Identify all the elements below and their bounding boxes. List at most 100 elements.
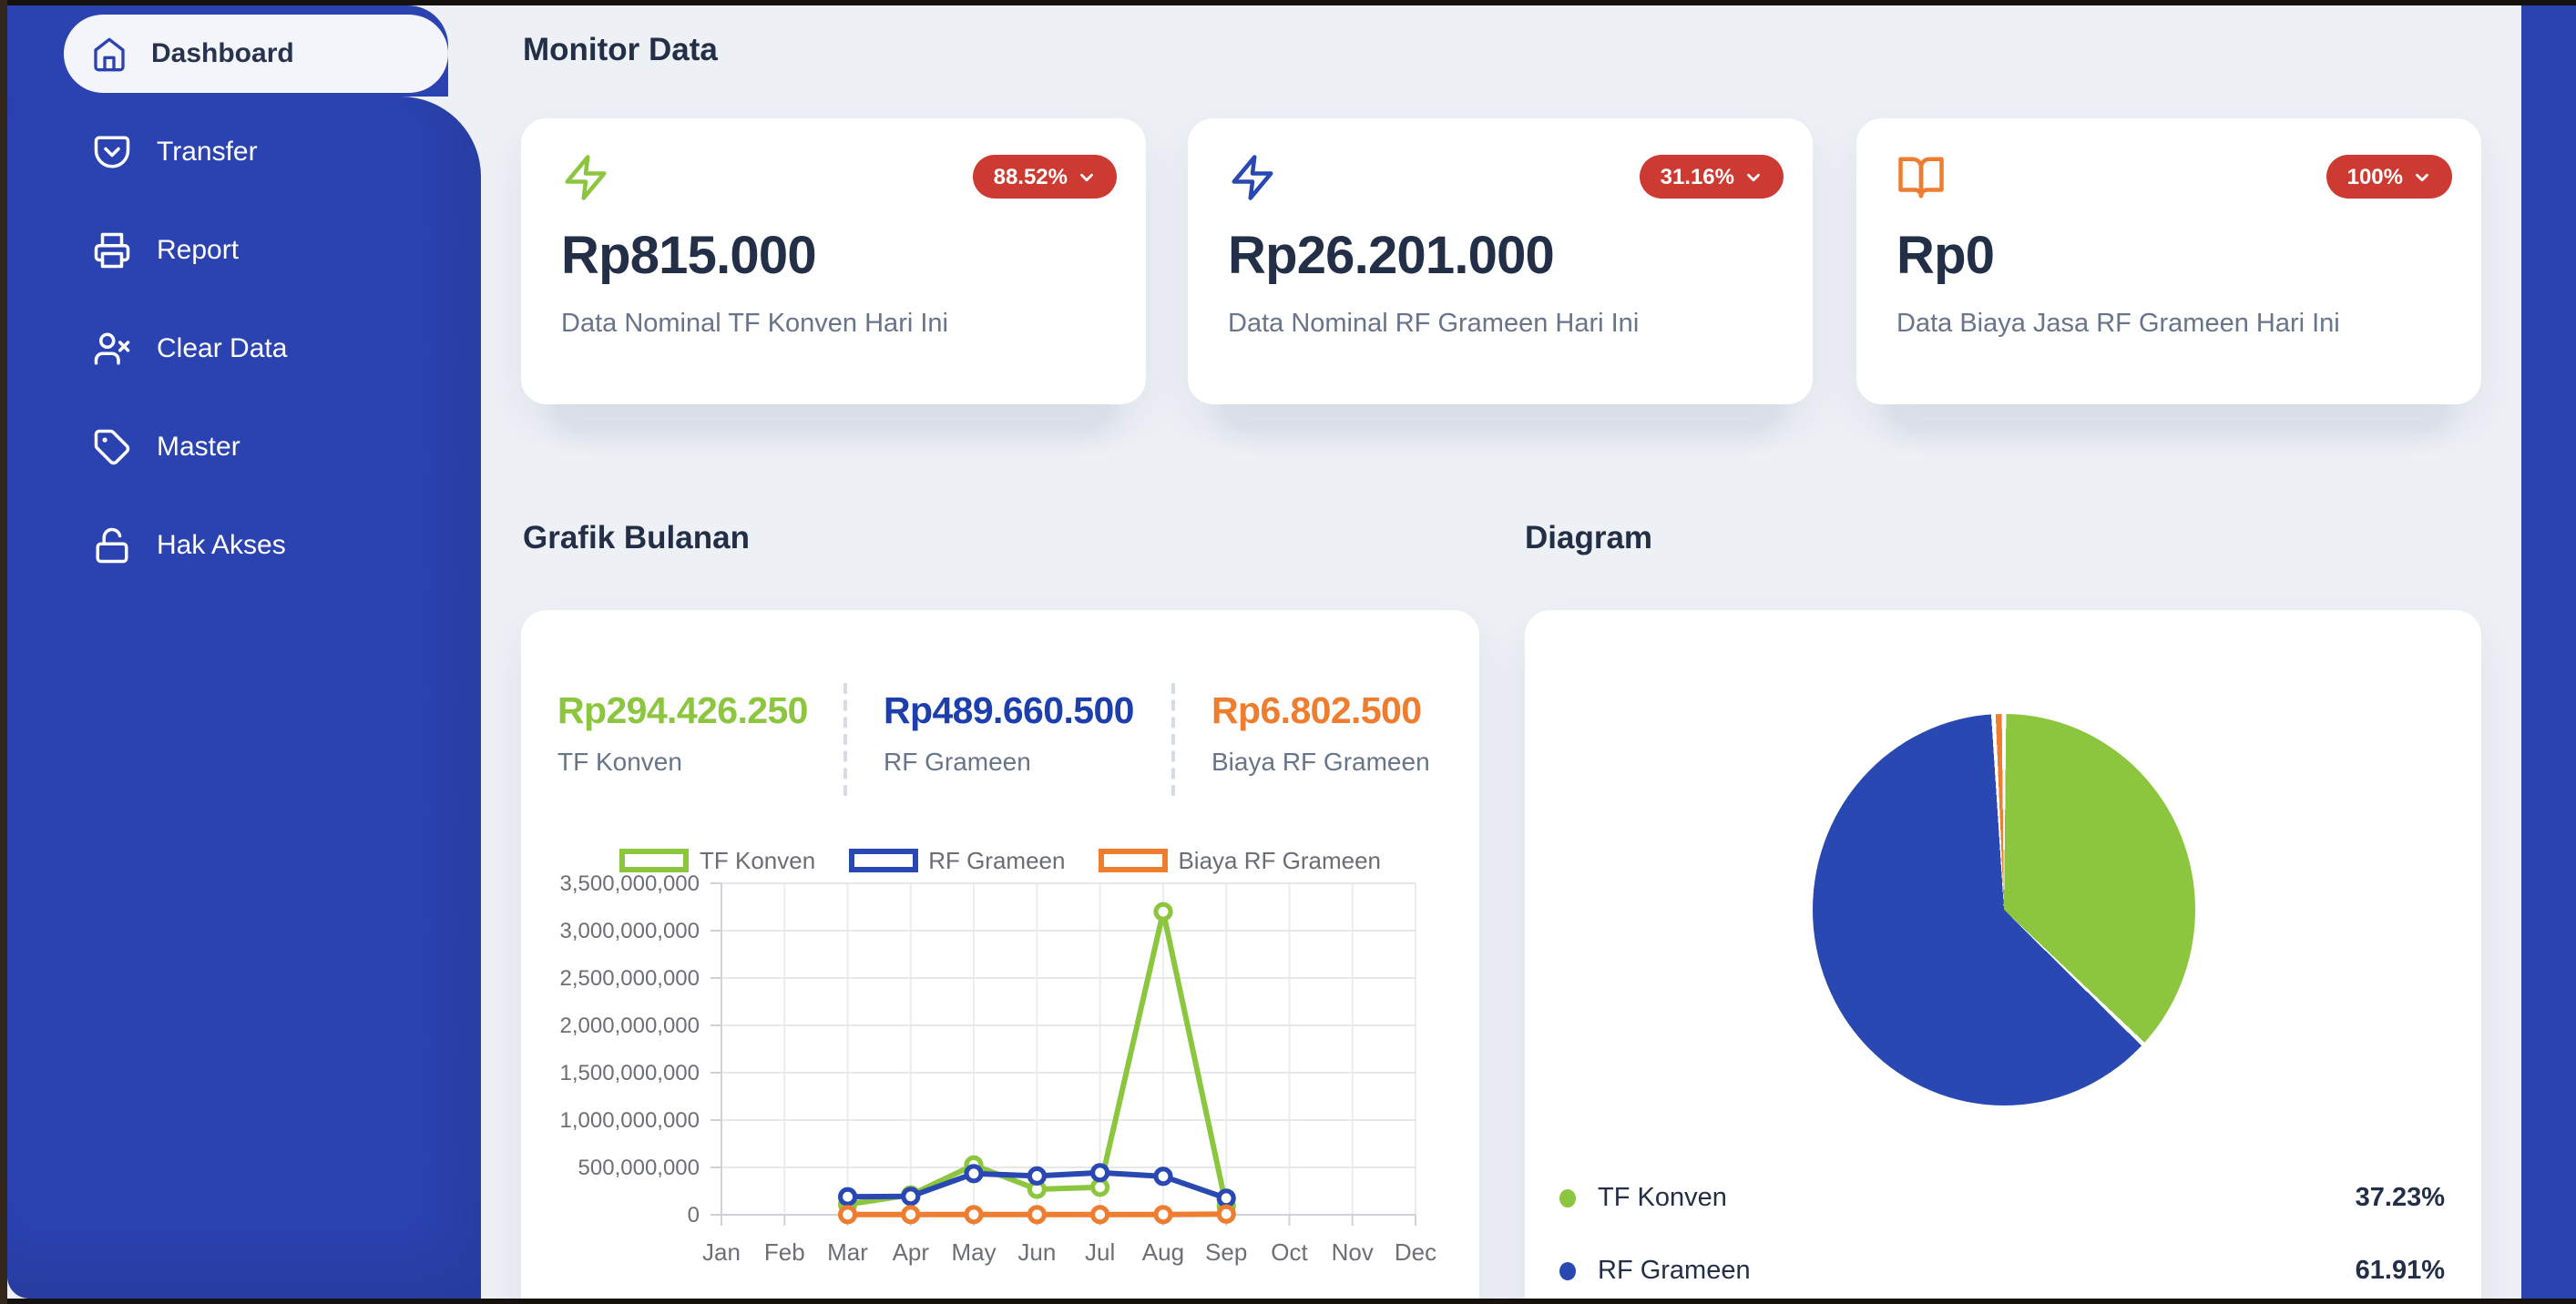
legend-label: RF Grameen [1598,1257,1751,1286]
stat-value: Rp294.426.250 [557,690,808,732]
window-bottom-edge [0,1299,2576,1304]
svg-text:0: 0 [688,1203,700,1228]
pie-chart [1813,714,2195,1105]
svg-text:May: May [952,1238,997,1266]
legend-swatch [619,849,689,872]
chevron-down-icon [1077,167,1097,187]
svg-text:500,000,000: 500,000,000 [578,1156,700,1180]
svg-text:Sep: Sep [1205,1238,1247,1266]
stat-tf-konven: Rp294.426.250 TF Konven [557,690,808,776]
window-left-edge [0,0,7,1304]
svg-text:Nov: Nov [1332,1238,1374,1266]
chevron-down-icon [1743,167,1763,187]
right-blue-band [2521,0,2576,1304]
sidebar-item-hak-akses[interactable]: Hak Akses [7,508,481,581]
svg-text:Oct: Oct [1271,1238,1308,1266]
svg-text:3,000,000,000: 3,000,000,000 [560,919,700,943]
sidebar-item-transfer[interactable]: Transfer [7,115,481,188]
book-open-icon [1896,153,1946,202]
card-value: Rp26.201.000 [1228,228,1555,286]
legend-item-tf-konven[interactable]: TF Konven [619,847,815,874]
svg-text:Feb: Feb [764,1238,805,1266]
svg-text:Apr: Apr [893,1238,930,1266]
percent-badge-dropdown[interactable]: 31.16% [1640,155,1784,199]
legend-percent: 37.23% [2355,1184,2445,1213]
sidebar-item-label: Report [157,234,240,265]
svg-text:2,000,000,000: 2,000,000,000 [560,1014,700,1038]
svg-text:2,500,000,000: 2,500,000,000 [560,966,700,991]
section-title-grafik-bulanan: Grafik Bulanan [523,519,750,555]
sidebar-item-master[interactable]: Master [7,410,481,483]
sidebar-item-report[interactable]: Report [7,213,481,286]
legend-label: TF Konven [1598,1184,1727,1213]
sidebar-item-clear-data[interactable]: Clear Data [7,311,481,384]
legend-item-biaya-rf-grameen[interactable]: Biaya RF Grameen [1098,847,1381,874]
card-value: Rp0 [1896,228,1995,286]
sidebar [7,97,481,1299]
sidebar-item-label: Master [157,431,240,462]
stat-value: Rp6.802.500 [1211,690,1422,732]
stat-value: Rp489.660.500 [884,690,1134,732]
monitor-card-tf-konven: 88.52% Rp815.000 Data Nominal TF Konven … [521,118,1146,404]
monthly-chart-card: Rp294.426.250 TF Konven Rp489.660.500 RF… [521,610,1479,1304]
legend-dot [1559,1262,1576,1280]
page-title: Monitor Data [523,31,718,67]
stat-label: Biaya RF Grameen [1211,747,1430,776]
svg-text:Jul: Jul [1085,1238,1115,1266]
zap-icon [561,153,610,202]
percent-badge-dropdown[interactable]: 100% [2326,155,2452,199]
tag-icon [93,427,131,465]
sidebar-item-label: Dashboard [151,38,294,69]
chevron-down-icon [2412,167,2432,187]
lock-open-icon [93,525,131,564]
divider [843,683,847,796]
legend-label: TF Konven [700,847,816,874]
svg-text:Dec: Dec [1395,1238,1436,1266]
user-x-icon [93,329,131,367]
home-icon [91,36,128,72]
legend-label: RF Grameen [928,847,1066,874]
legend-label: Biaya RF Grameen [1178,847,1381,874]
card-label: Data Nominal TF Konven Hari Ini [561,310,948,339]
chart-legend: TF Konven RF Grameen Biaya RF Grameen [521,847,1479,874]
svg-text:1,000,000,000: 1,000,000,000 [560,1108,700,1133]
printer-icon [93,230,131,269]
badge-value: 100% [2346,164,2403,189]
monthly-line-chart: Jan Feb Mar Apr May Jun Jul Aug Sep Oct Nov Dec 0 500… [560,871,1437,1266]
pie-legend-row-tf-konven: TF Konven 37.23% [1559,1180,2445,1217]
legend-swatch [848,849,918,872]
pie-legend-row-rf-grameen: RF Grameen 61.91% [1559,1253,2445,1289]
sidebar-item-label: Clear Data [157,332,288,363]
legend-item-rf-grameen[interactable]: RF Grameen [848,847,1065,874]
monitor-card-biaya-jasa: 100% Rp0 Data Biaya Jasa RF Grameen Hari… [1856,118,2481,404]
stat-biaya-rf-grameen: Rp6.802.500 Biaya RF Grameen [1211,690,1430,776]
legend-percent: 61.91% [2355,1257,2445,1286]
pocket-icon [93,132,131,170]
stat-label: TF Konven [557,747,682,776]
legend-dot [1559,1189,1576,1207]
svg-text:Mar: Mar [827,1238,868,1266]
stat-rf-grameen: Rp489.660.500 RF Grameen [884,690,1134,776]
legend-swatch [1098,849,1168,872]
svg-text:Aug: Aug [1142,1238,1184,1266]
svg-text:Jun: Jun [1017,1238,1056,1266]
sidebar-item-label: Hak Akses [157,529,286,560]
svg-text:Jan: Jan [702,1238,741,1266]
svg-text:1,500,000,000: 1,500,000,000 [560,1061,700,1085]
divider [1171,683,1175,796]
card-label: Data Biaya Jasa RF Grameen Hari Ini [1896,310,2340,339]
monitor-card-rf-grameen: 31.16% Rp26.201.000 Data Nominal RF Gram… [1188,118,1813,404]
stat-label: RF Grameen [884,747,1031,776]
badge-value: 88.52% [993,164,1068,189]
card-value: Rp815.000 [561,228,817,286]
section-title-diagram: Diagram [1525,519,1653,555]
zap-icon [1228,153,1277,202]
diagram-card: TF Konven 37.23% RF Grameen 61.91% [1525,610,2481,1304]
badge-value: 31.16% [1660,164,1734,189]
sidebar-item-label: Transfer [157,136,258,167]
card-label: Data Nominal RF Grameen Hari Ini [1228,310,1640,339]
sidebar-item-dashboard[interactable]: Dashboard [64,15,448,93]
window-top-edge [0,0,2576,5]
percent-badge-dropdown[interactable]: 88.52% [973,155,1117,199]
